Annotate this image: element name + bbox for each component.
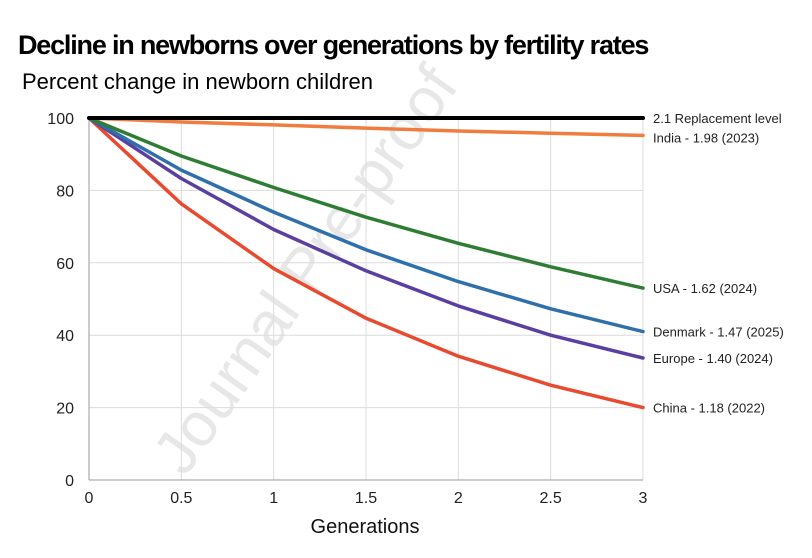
series-label-denmark-1-47-2025: Denmark - 1.47 (2025) — [653, 325, 784, 340]
y-tick-label: 100 — [47, 111, 74, 128]
gridlines — [88, 117, 644, 480]
series-line-india-1-98-2023 — [87, 116, 645, 138]
x-axis-label: Generations — [311, 516, 420, 538]
chart-title: Decline in newborns over generations by … — [18, 30, 648, 60]
series-label-china-1-18-2022: China - 1.18 (2022) — [653, 401, 765, 416]
series-line-usa-1-62-2024 — [87, 116, 645, 290]
series-label-usa-1-62-2024: USA - 1.62 (2024) — [653, 281, 757, 296]
x-tick-label: 2.5 — [540, 490, 562, 507]
series-line-europe-1-40-2024 — [87, 116, 645, 360]
y-tick-label: 20 — [56, 401, 74, 418]
y-tick-label: 0 — [65, 473, 74, 490]
x-tick-label: 0 — [85, 490, 94, 507]
x-tick-label: 1 — [269, 490, 278, 507]
series-label-2-1-replacement-level: 2.1 Replacement level — [653, 111, 782, 126]
series-line-china-1-18-2022 — [87, 116, 645, 410]
chart-subtitle: Percent change in newborn children — [22, 69, 373, 94]
series-label-europe-1-40-2024: Europe - 1.40 (2024) — [653, 351, 773, 366]
x-tick-label: 1.5 — [355, 490, 377, 507]
series-line-denmark-1-47-2025 — [87, 116, 645, 334]
y-tick-label: 60 — [56, 256, 74, 273]
series-label-india-1-98-2023: India - 1.98 (2023) — [653, 130, 759, 145]
y-tick-label: 40 — [56, 328, 74, 345]
series-lines — [87, 116, 645, 410]
x-tick-label: 2 — [454, 490, 463, 507]
axes: 0 20 40 60 80 100 0 0.5 1 1.5 2 2.5 3 — [47, 111, 647, 507]
y-tick-label: 80 — [56, 183, 74, 200]
series-labels: 2.1 Replacement level India - 1.98 (2023)… — [653, 111, 784, 416]
x-tick-label: 0.5 — [170, 490, 192, 507]
x-tick-label: 3 — [639, 490, 648, 507]
